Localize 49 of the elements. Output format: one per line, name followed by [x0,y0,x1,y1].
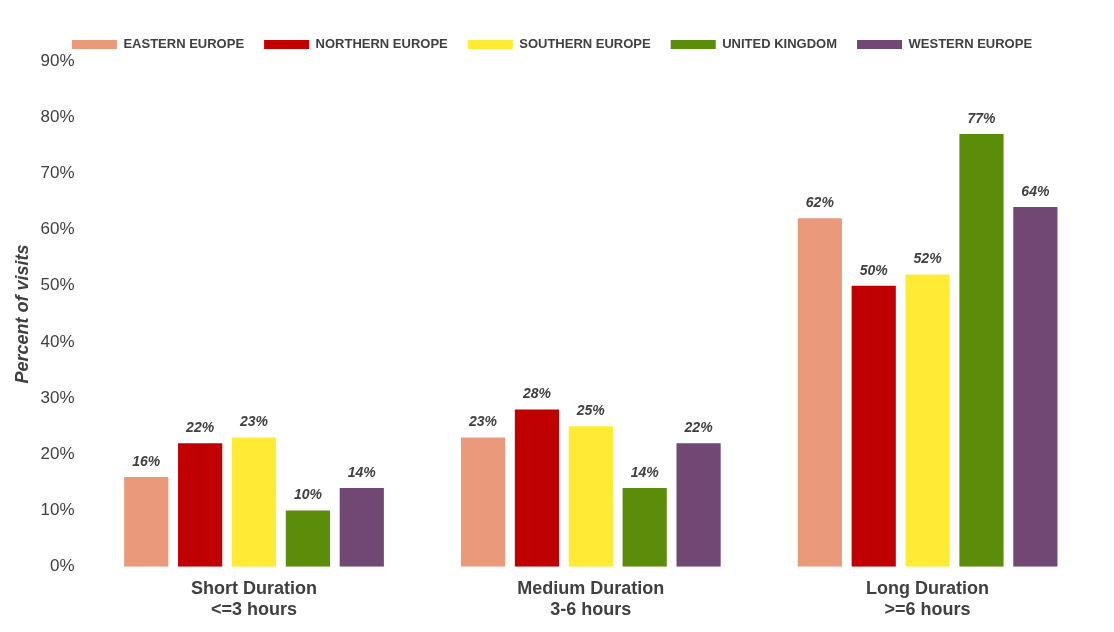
legend-label: SOUTHERN EUROPE [519,36,652,52]
bar [676,443,721,567]
bar [514,409,560,567]
bar [959,134,1004,567]
data-label: 28% [521,385,552,402]
bar [1013,207,1058,567]
x-tick-label: Long Duration >=6 hours [866,577,990,620]
y-tick-label: 80% [40,106,75,126]
legend-label: NORTHERN EUROPE [315,36,449,52]
bar [231,437,277,567]
y-tick-label: 30% [40,387,75,407]
bar [460,437,506,567]
legend-label: EASTERN EUROPE [123,36,245,52]
data-label: 52% [913,250,943,267]
data-label: 77% [967,109,997,126]
bar [339,488,384,567]
y-tick-label: 70% [40,163,75,183]
y-tick-label: 50% [40,275,75,295]
data-label: 22% [185,419,215,436]
x-tick-label: Medium Duration 3-6 hours [517,577,665,620]
bar [905,274,950,567]
y-tick-label: 20% [40,444,75,464]
bar [285,510,330,567]
legend-label: UNITED KINGDOM [722,36,838,52]
y-tick-label: 60% [40,219,75,239]
data-label: 10% [293,486,323,503]
bar [568,426,613,567]
y-tick-label: 0% [50,556,75,576]
bar [178,443,223,567]
x-tick-label: Short Duration <=3 hours [191,577,318,620]
bar [797,218,842,567]
bar [851,285,896,567]
y-tick-label: 90% [40,50,75,70]
data-label: 14% [347,463,377,480]
data-label: 14% [630,463,660,480]
y-tick-label: 10% [40,500,75,520]
data-label: 64% [1021,182,1050,199]
legend-label: WESTERN EUROPE [908,36,1033,52]
data-label: 50% [859,261,889,278]
y-tick-label: 40% [40,331,75,351]
data-label: 23% [239,413,269,430]
y-axis-title: Percent of visits [11,244,32,384]
bar [622,488,667,567]
data-label: 25% [575,402,606,419]
data-label: 22% [683,419,714,436]
bar [124,476,169,567]
data-label: 23% [468,413,498,430]
data-label: 16% [132,452,161,469]
data-label: 62% [805,194,835,211]
